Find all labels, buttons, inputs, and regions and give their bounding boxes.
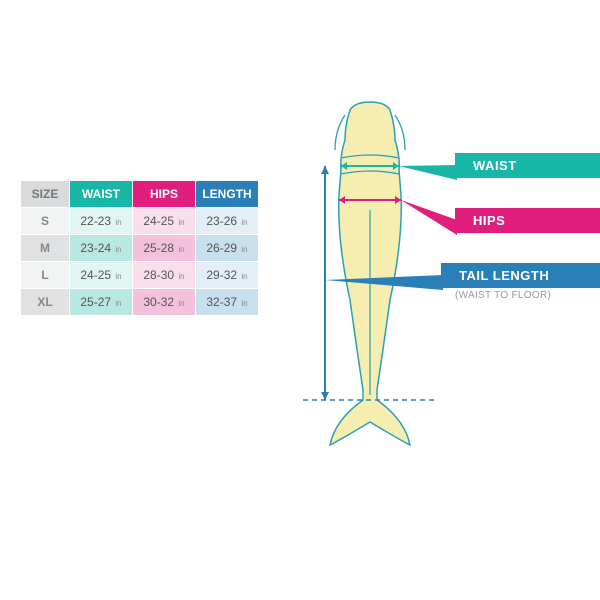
cell-size: L xyxy=(21,262,69,288)
callout-waist xyxy=(399,165,457,180)
label-tail-sub: (WAIST TO FLOOR) xyxy=(455,290,551,301)
label-waist: WAIST xyxy=(455,153,600,178)
table-row: XL25-27 in30-32 in32-37 in xyxy=(21,289,258,315)
cell-waist: 23-24 in xyxy=(70,235,132,261)
cell-waist: 24-25 in xyxy=(70,262,132,288)
cell-length: 23-26 in xyxy=(196,208,258,234)
cell-waist: 25-27 in xyxy=(70,289,132,315)
cell-hips: 28-30 in xyxy=(133,262,195,288)
cell-size: XL xyxy=(21,289,69,315)
callout-hips xyxy=(401,200,457,235)
cell-length: 29-32 in xyxy=(196,262,258,288)
cell-length: 26-29 in xyxy=(196,235,258,261)
header-hips: HIPS xyxy=(133,181,195,207)
table-row: M23-24 in25-28 in26-29 in xyxy=(21,235,258,261)
header-length: LENGTH xyxy=(196,181,258,207)
cell-hips: 24-25 in xyxy=(133,208,195,234)
length-arrow-bottom xyxy=(321,392,329,400)
waistband xyxy=(341,155,399,174)
label-hips: HIPS xyxy=(455,208,600,233)
table-row: S22-23 in24-25 in23-26 in xyxy=(21,208,258,234)
header-size: SIZE xyxy=(21,181,69,207)
cell-hips: 30-32 in xyxy=(133,289,195,315)
cell-length: 32-37 in xyxy=(196,289,258,315)
cell-size: S xyxy=(21,208,69,234)
measurement-diagram: WAIST HIPS TAIL LENGTH (WAIST TO FLOOR) xyxy=(295,100,595,500)
label-tail: TAIL LENGTH xyxy=(441,263,600,288)
table-body: S22-23 in24-25 in23-26 inM23-24 in25-28 … xyxy=(21,208,258,315)
cell-hips: 25-28 in xyxy=(133,235,195,261)
size-chart-container: SIZE WAIST HIPS LENGTH S22-23 in24-25 in… xyxy=(0,160,600,440)
cell-waist: 22-23 in xyxy=(70,208,132,234)
size-table: SIZE WAIST HIPS LENGTH S22-23 in24-25 in… xyxy=(20,180,259,316)
cell-size: M xyxy=(21,235,69,261)
table-row: L24-25 in28-30 in29-32 in xyxy=(21,262,258,288)
table-header-row: SIZE WAIST HIPS LENGTH xyxy=(21,181,258,207)
header-waist: WAIST xyxy=(70,181,132,207)
length-arrow-top xyxy=(321,166,329,174)
